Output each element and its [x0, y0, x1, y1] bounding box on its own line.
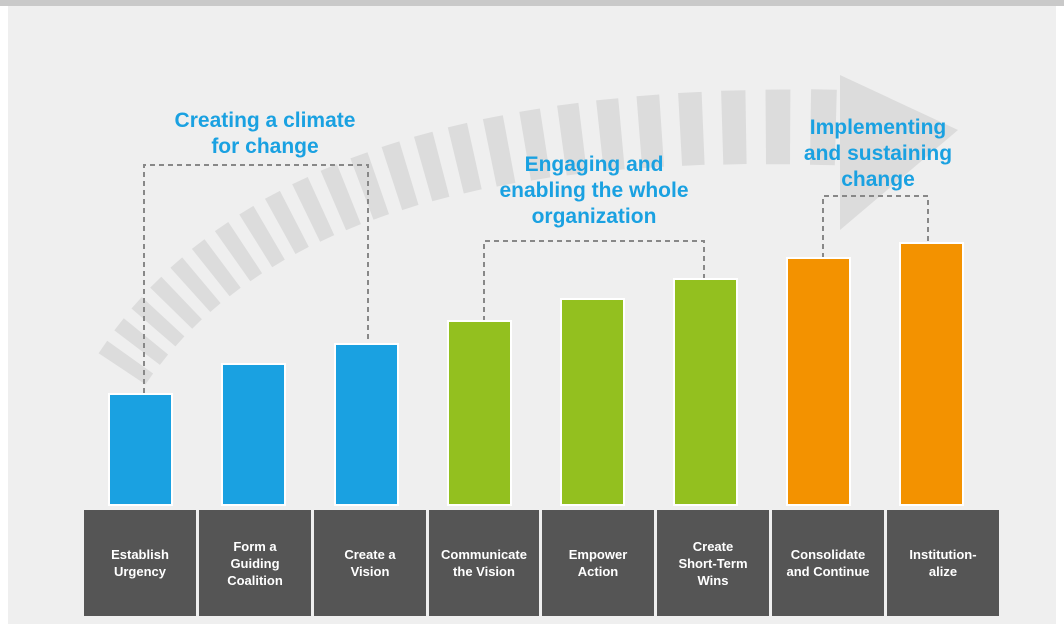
arrow-dash [292, 177, 335, 242]
label-box-consolidate-continue [772, 510, 884, 616]
step-label-consolidate-continue: Consolidate and Continue [786, 547, 870, 579]
bar-short-term-wins [673, 278, 738, 506]
group-title-creating-climate: Creating a climate for change [174, 109, 356, 158]
arrow-dash [678, 91, 705, 166]
arrow-dash [557, 102, 587, 176]
arrow-dash [381, 141, 419, 211]
bracket-implementing [822, 195, 929, 258]
step-label-empower-action: Empower Action [568, 547, 628, 579]
arrow-dash [98, 340, 154, 385]
arrow-dash [214, 222, 263, 282]
arrow-dash [596, 98, 625, 172]
bracket-engaging [483, 240, 705, 321]
group-title-engaging-enabling: Engaging and enabling the whole organiza… [499, 153, 689, 228]
label-box-institutionalize [887, 510, 999, 616]
bar-empower-action [560, 298, 625, 506]
arrow-dash [636, 94, 664, 169]
arrow-dash [150, 276, 202, 329]
arrow-dash [114, 318, 169, 365]
step-label-communicate-vision: Communicate the Vision [441, 547, 527, 579]
arrow-dash [239, 205, 285, 268]
curved-dashed-arrow-icon [98, 75, 958, 385]
bar-consolidate-continue [786, 257, 851, 506]
bar-establish-urgency [108, 393, 173, 506]
arrow-dash [414, 131, 450, 202]
arrow-dash [191, 239, 241, 297]
label-box-empower-action [542, 510, 654, 616]
arrow-dash [765, 89, 791, 165]
label-box-communicate-vision [429, 510, 539, 616]
arrow-dash [721, 90, 747, 165]
label-box-form-guiding-coalition [199, 510, 311, 616]
arrow-dash [265, 190, 309, 254]
bar-form-guiding-coalition [221, 363, 286, 506]
bar-institutionalize [899, 242, 964, 506]
step-label-establish-urgency: Establish Urgency [111, 547, 169, 579]
label-box-establish-urgency [84, 510, 196, 616]
step-label-form-guiding-coalition: Form a Guiding Coalition [227, 538, 283, 588]
arrow-head [840, 75, 958, 230]
arrow-dash [447, 122, 482, 194]
step-label-short-term-wins: Create Short-Term Wins [678, 538, 748, 588]
group-title-implementing-sustaining: Implementing and sustaining change [803, 116, 953, 191]
arrow-dash [350, 152, 389, 220]
step-label-institutionalize: Institution- alize [909, 547, 977, 579]
top-border [0, 0, 1064, 6]
bracket-climate [143, 164, 369, 393]
step-label-create-vision: Create a Vision [344, 547, 396, 579]
bar-communicate-vision [447, 320, 512, 506]
arrow-dash [320, 164, 361, 231]
arrow-dash [482, 115, 516, 187]
arrow-dash [810, 89, 837, 166]
bar-create-vision [334, 343, 399, 506]
label-box-short-term-wins [657, 510, 769, 616]
label-box-create-vision [314, 510, 426, 616]
arrow-dash [519, 108, 551, 181]
arrow-dash [170, 257, 221, 312]
